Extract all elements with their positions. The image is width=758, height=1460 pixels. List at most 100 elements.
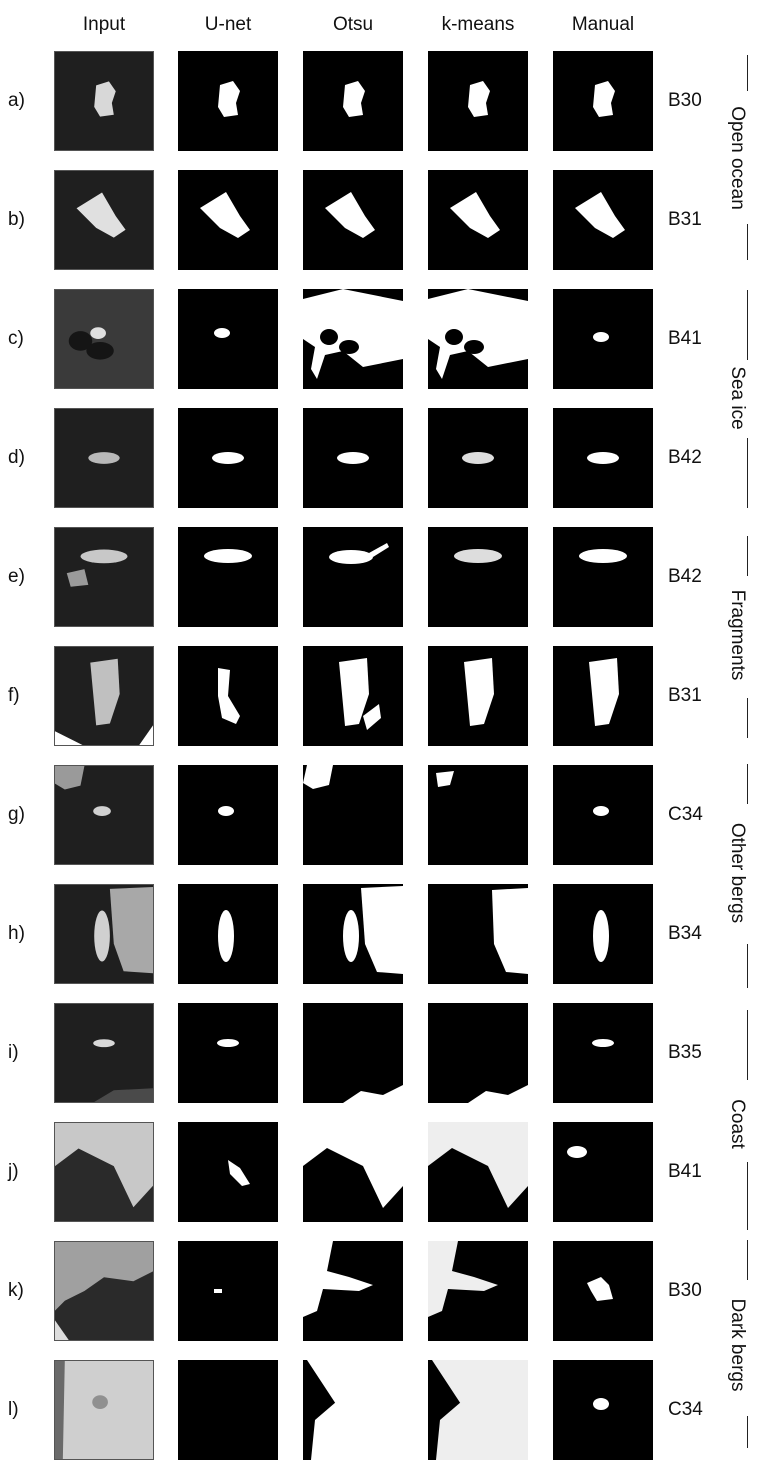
row-label-i: i) — [8, 1042, 19, 1063]
manual-mask-k — [553, 1241, 653, 1341]
unet-mask-j — [178, 1122, 278, 1222]
otsu-mask-a — [303, 51, 403, 151]
input-image-g — [54, 765, 154, 865]
category-dark-bergs: Dark bergs — [727, 1298, 748, 1392]
row-code-h: B34 — [668, 923, 702, 944]
bracket-sea-ice-top — [747, 290, 748, 360]
column-header-manual: Manual — [571, 14, 635, 35]
kmeans-mask-d — [428, 408, 528, 508]
input-image-a — [54, 51, 154, 151]
bracket-fragments-bottom — [747, 698, 748, 738]
manual-mask-f — [553, 646, 653, 746]
row-code-a: B30 — [668, 90, 702, 111]
manual-mask-d — [553, 408, 653, 508]
otsu-mask-l — [303, 1360, 403, 1460]
unet-mask-b — [178, 170, 278, 270]
unet-mask-e — [178, 527, 278, 627]
column-header-unet: U-net — [204, 14, 252, 35]
column-header-input: Input — [82, 14, 126, 35]
row-label-a: a) — [8, 90, 25, 111]
kmeans-mask-i — [428, 1003, 528, 1103]
column-header-otsu: Otsu — [332, 14, 374, 35]
input-image-f — [54, 646, 154, 746]
row-code-i: B35 — [668, 1042, 702, 1063]
bracket-dark-bergs-top — [747, 1240, 748, 1280]
unet-mask-a — [178, 51, 278, 151]
otsu-mask-f — [303, 646, 403, 746]
row-code-l: C34 — [668, 1399, 703, 1420]
otsu-mask-i — [303, 1003, 403, 1103]
otsu-mask-g — [303, 765, 403, 865]
manual-mask-i — [553, 1003, 653, 1103]
row-label-c: c) — [8, 328, 24, 349]
row-label-h: h) — [8, 923, 25, 944]
row-code-k: B30 — [668, 1280, 702, 1301]
input-image-k — [54, 1241, 154, 1341]
bracket-open-ocean-top — [747, 55, 748, 91]
otsu-mask-j — [303, 1122, 403, 1222]
otsu-mask-d — [303, 408, 403, 508]
row-code-b: B31 — [668, 209, 702, 230]
row-label-j: j) — [8, 1161, 19, 1182]
row-label-f: f) — [8, 685, 20, 706]
category-sea-ice: Sea ice — [727, 366, 748, 430]
bracket-fragments-top — [747, 536, 748, 576]
manual-mask-j — [553, 1122, 653, 1222]
unet-mask-c — [178, 289, 278, 389]
bracket-dark-bergs-bottom — [747, 1416, 748, 1448]
otsu-mask-e — [303, 527, 403, 627]
bracket-sea-ice-bottom — [747, 438, 748, 508]
input-image-i — [54, 1003, 154, 1103]
input-image-l — [54, 1360, 154, 1460]
row-code-j: B41 — [668, 1161, 702, 1182]
bracket-coast-top — [747, 1010, 748, 1080]
bracket-coast-bottom — [747, 1162, 748, 1230]
kmeans-mask-a — [428, 51, 528, 151]
kmeans-mask-b — [428, 170, 528, 270]
category-coast: Coast — [727, 1099, 748, 1149]
manual-mask-h — [553, 884, 653, 984]
input-image-d — [54, 408, 154, 508]
bracket-other-bergs-bottom — [747, 944, 748, 988]
row-label-d: d) — [8, 447, 25, 468]
input-image-e — [54, 527, 154, 627]
unet-mask-k — [178, 1241, 278, 1341]
row-label-k: k) — [8, 1280, 24, 1301]
row-label-l: l) — [8, 1399, 19, 1420]
manual-mask-l — [553, 1360, 653, 1460]
manual-mask-a — [553, 51, 653, 151]
row-code-c: B41 — [668, 328, 702, 349]
kmeans-mask-c — [428, 289, 528, 389]
bracket-open-ocean-bottom — [747, 224, 748, 260]
otsu-mask-h — [303, 884, 403, 984]
manual-mask-g — [553, 765, 653, 865]
category-open-ocean: Open ocean — [727, 106, 748, 210]
row-code-e: B42 — [668, 566, 702, 587]
input-image-j — [54, 1122, 154, 1222]
otsu-mask-k — [303, 1241, 403, 1341]
otsu-mask-c — [303, 289, 403, 389]
row-code-f: B31 — [668, 685, 702, 706]
manual-mask-e — [553, 527, 653, 627]
unet-mask-d — [178, 408, 278, 508]
unet-mask-l — [178, 1360, 278, 1460]
kmeans-mask-e — [428, 527, 528, 627]
otsu-mask-b — [303, 170, 403, 270]
unet-mask-g — [178, 765, 278, 865]
category-other-bergs: Other bergs — [727, 822, 748, 924]
row-label-e: e) — [8, 566, 25, 587]
unet-mask-f — [178, 646, 278, 746]
row-label-g: g) — [8, 804, 25, 825]
kmeans-mask-g — [428, 765, 528, 865]
manual-mask-c — [553, 289, 653, 389]
input-image-c — [54, 289, 154, 389]
row-code-d: B42 — [668, 447, 702, 468]
kmeans-mask-k — [428, 1241, 528, 1341]
kmeans-mask-j — [428, 1122, 528, 1222]
unet-mask-i — [178, 1003, 278, 1103]
kmeans-mask-f — [428, 646, 528, 746]
input-image-h — [54, 884, 154, 984]
category-fragments: Fragments — [727, 589, 748, 681]
row-label-b: b) — [8, 209, 25, 230]
